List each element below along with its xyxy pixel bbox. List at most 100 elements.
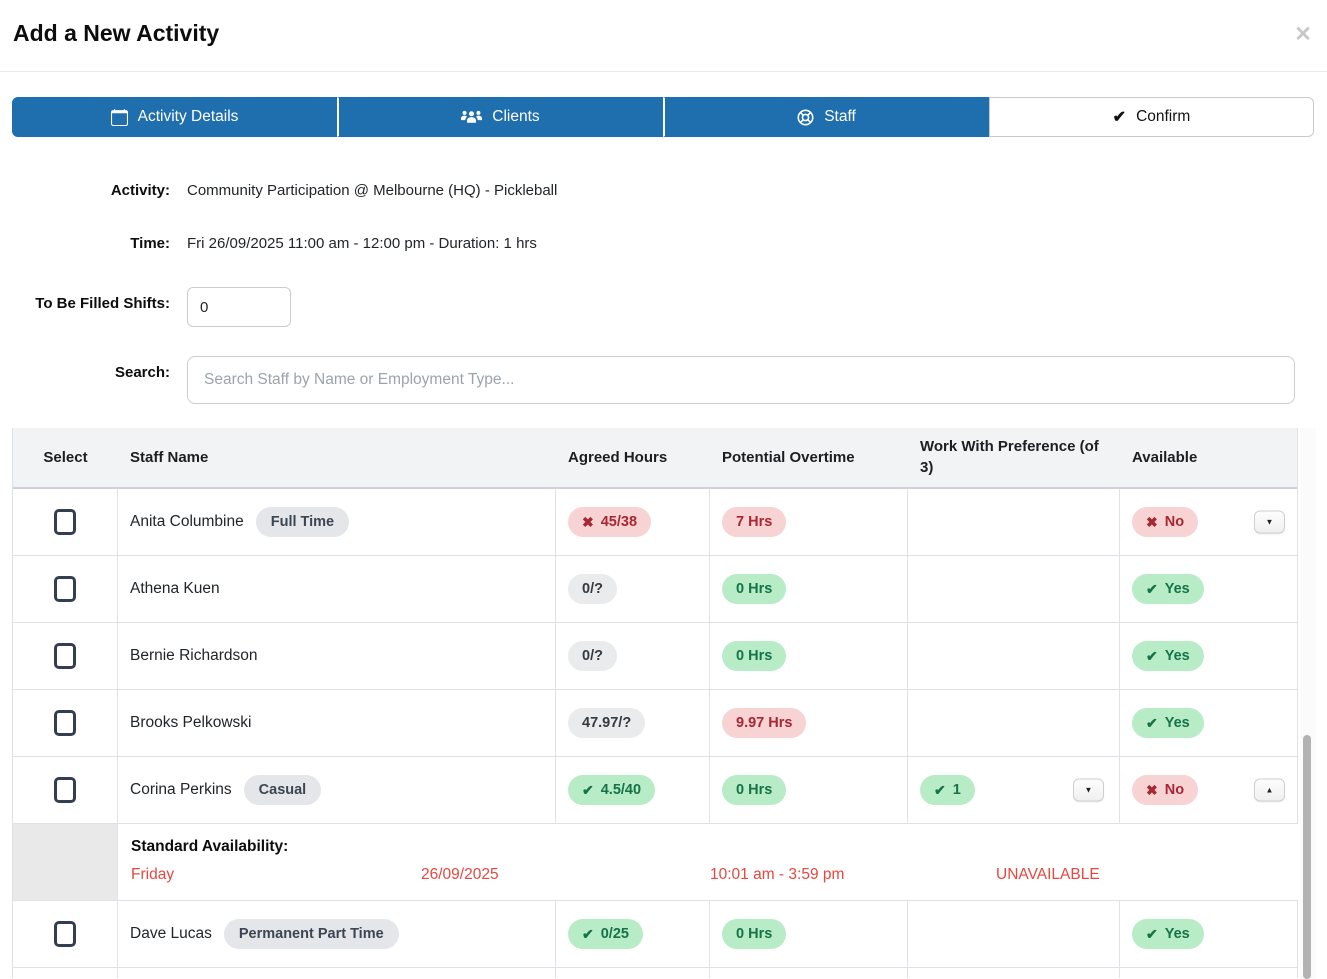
life-ring-icon [797,108,814,126]
pill-text: Yes [1164,715,1190,731]
table-row: Athena Kuen 0/? 0 Hrs ✔ Yes [13,556,1297,623]
to-be-filled-shifts-input[interactable] [187,287,291,327]
staff-select-checkbox[interactable] [54,576,76,602]
work-with-preference-cell [908,901,1120,967]
agreed-hours-cell: 47.97/? [556,690,710,756]
status-pill: ✖ No [1132,507,1199,537]
column-header-work-with-preference: Work With Preference (of 3) [920,438,1099,476]
agreed-hours-cell: 0/? [556,623,710,689]
availability-date: 26/09/2025 [421,866,499,883]
tab-staff[interactable]: Staff [663,97,989,137]
work-with-preference-cell [908,690,1120,756]
staff-name: Dave Lucas [130,925,212,942]
column-header-available: Available [1132,449,1198,466]
check-icon: ✔ [582,926,594,942]
staff-name-cell: Bernie Richardson [118,623,556,689]
page-title: Add a New Activity [13,20,220,46]
collapse-row-button[interactable]: ▲ [1254,778,1285,802]
tab-confirm[interactable]: ✔ Confirm [989,97,1314,137]
status-pill: 0 Hrs [722,641,787,671]
available-cell: ✔ Yes [1120,690,1297,756]
staff-name-cell: Corina Perkins Casual [118,757,556,823]
activity-value: Community Participation @ Melbourne (HQ)… [187,182,558,199]
agreed-hours-cell: 0/? [556,556,710,622]
scrollbar-thumb[interactable] [1303,735,1311,979]
column-header-potential-overtime: Potential Overtime [722,449,855,466]
wizard-tabs: Activity Details Clients Staff ✔ Confirm [12,97,1314,137]
check-icon: ✔ [1112,109,1127,126]
staff-select-checkbox[interactable] [54,777,76,803]
tab-label: Activity Details [137,108,239,125]
status-pill: 0/? [568,641,617,671]
expand-row-button[interactable]: ▼ [1073,778,1104,802]
pill-text: 4.5/40 [600,782,642,798]
check-icon: ✔ [1146,648,1158,664]
agreed-hours-cell: ✔ 0/25 [556,901,710,967]
check-icon: ✔ [1146,581,1158,597]
pill-text: 9.97 Hrs [736,715,793,731]
activity-label: Activity: [110,182,170,199]
status-pill: 0 Hrs [722,775,787,805]
close-icon[interactable]: ✕ [1290,22,1316,48]
employment-type-badge: Full Time [255,507,350,537]
employment-type-badge: Casual [243,775,322,805]
check-icon: ✔ [582,782,594,798]
staff-name: Anita Columbine [130,513,244,530]
pill-text: 0/? [582,648,603,664]
staff-select-checkbox[interactable] [54,643,76,669]
scrollbar-track[interactable] [1300,428,1316,979]
time-value: Fri 26/09/2025 11:00 am - 12:00 pm - Dur… [187,235,537,252]
partially-visible-row [13,968,1297,978]
expand-row-button[interactable]: ▼ [1254,510,1285,534]
shifts-label: To Be Filled Shifts: [35,295,170,312]
pill-text: 0/25 [600,926,629,942]
status-pill: 7 Hrs [722,507,787,537]
select-cell [13,489,118,555]
pill-text: 7 Hrs [736,514,773,530]
pill-text: No [1164,782,1185,798]
column-header-staff-name: Staff Name [130,449,209,466]
staff-select-checkbox[interactable] [54,921,76,947]
availability-day: Friday [131,866,175,883]
available-cell: ✖ No ▲ [1120,757,1297,823]
status-pill: 0/? [568,574,617,604]
status-pill: ✔ Yes [1132,641,1204,671]
available-cell: ✖ No ▼ [1120,489,1297,555]
pill-text: 0 Hrs [736,926,773,942]
pill-text: Yes [1164,926,1190,942]
potential-overtime-cell: 0 Hrs [710,623,908,689]
staff-select-checkbox[interactable] [54,509,76,535]
tab-clients[interactable]: Clients [337,97,663,137]
table-row: Dave Lucas Permanent Part Time ✔ 0/25 0 Hrs ✔… [13,901,1297,968]
divider [0,71,1327,72]
staff-name-cell: Anita Columbine Full Time [118,489,556,555]
status-pill: ✔ 0/25 [568,919,643,949]
time-label: Time: [130,235,170,252]
staff-select-checkbox[interactable] [54,710,76,736]
staff-name: Athena Kuen [130,580,220,597]
available-cell: ✔ Yes [1120,901,1297,967]
table-row: Corina Perkins Casual ✔ 4.5/40 0 Hrs ✔ 1 ▼ ✖ No ▲ [13,757,1297,824]
tab-activity-details[interactable]: Activity Details [12,97,337,137]
search-input[interactable] [187,356,1295,404]
pill-text: 1 [952,782,961,798]
staff-name-cell: Athena Kuen [118,556,556,622]
calendar-icon [110,108,128,126]
agreed-hours-cell: ✔ 4.5/40 [556,757,710,823]
x-icon: ✖ [1146,514,1158,530]
potential-overtime-cell: 0 Hrs [710,757,908,823]
pill-text: 0 Hrs [736,581,773,597]
table-row: Brooks Pelkowski 47.97/? 9.97 Hrs ✔ Yes [13,690,1297,757]
available-cell: ✔ Yes [1120,623,1297,689]
check-icon: ✔ [1146,926,1158,942]
status-pill: ✔ 4.5/40 [568,775,656,805]
table-header-row: Select Staff Name Agreed Hours Potential… [13,428,1297,489]
potential-overtime-cell: 0 Hrs [710,901,908,967]
check-icon: ✔ [1146,715,1158,731]
pill-text: 47.97/? [582,715,632,731]
work-with-preference-cell: ✔ 1 ▼ [908,757,1120,823]
work-with-preference-cell [908,489,1120,555]
column-header-select: Select [43,449,88,466]
table-row: Bernie Richardson 0/? 0 Hrs ✔ Yes [13,623,1297,690]
potential-overtime-cell: 0 Hrs [710,556,908,622]
